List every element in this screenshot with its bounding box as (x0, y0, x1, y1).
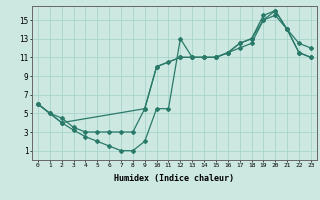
X-axis label: Humidex (Indice chaleur): Humidex (Indice chaleur) (115, 174, 234, 183)
